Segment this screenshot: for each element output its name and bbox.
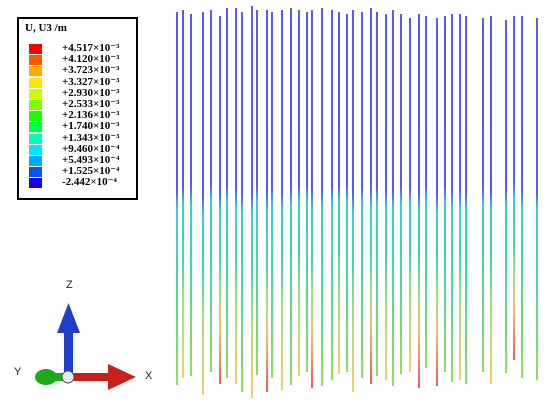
y-axis-shaft: [44, 373, 70, 381]
legend-level-label: +5.493×10⁻⁴: [62, 154, 120, 166]
legend-swatch: [29, 178, 42, 189]
x-axis-arrowhead: [108, 364, 136, 390]
orientation-triad: Z Y X: [14, 279, 153, 390]
legend-level-label: +3.327×10⁻³: [62, 75, 120, 88]
triad-origin: [61, 370, 75, 384]
legend-level-label: +2.136×10⁻³: [62, 109, 120, 122]
legend-level-label: +2.533×10⁻³: [62, 98, 120, 110]
pile-group: [176, 5, 539, 399]
legend-swatch: [29, 100, 42, 110]
x-axis-shaft: [70, 373, 115, 381]
legend-level-label: +4.517×10⁻³: [62, 42, 120, 54]
contour-legend: U, U3 /m +4.517×10⁻³ +4.120×10⁻³ +3.723×10…: [17, 17, 138, 200]
legend-level-label: +9.460×10⁻⁴: [62, 142, 120, 155]
legend-level-label: +2.930×10⁻³: [62, 86, 120, 99]
legend-swatch: [29, 167, 42, 178]
z-axis-arrowhead: [57, 303, 80, 333]
legend-swatch: [29, 156, 42, 166]
legend-title: U, U3 /m: [25, 22, 67, 34]
x-axis-label: X: [145, 370, 153, 382]
legend-swatch: [29, 111, 42, 122]
legend-swatch: [29, 44, 42, 54]
legend-swatch: [29, 144, 42, 155]
legend-swatch: [29, 88, 42, 99]
legend-swatch: [29, 66, 42, 77]
legend-level-label: +1.343×10⁻³: [62, 131, 120, 144]
legend-swatch: [29, 122, 42, 133]
legend-level-label: +4.120×10⁻³: [62, 53, 120, 66]
y-axis-label: Y: [14, 366, 22, 378]
legend-level-label: +1.525×10⁻⁴: [62, 165, 120, 178]
legend-level-label: -2.442×10⁻⁴: [62, 176, 117, 189]
legend-swatch: [29, 77, 42, 88]
z-axis-label: Z: [66, 279, 73, 291]
legend-level-label: +3.723×10⁻³: [62, 64, 120, 77]
legend-swatch: [29, 55, 42, 66]
legend-level-label: +1.740×10⁻³: [62, 120, 120, 133]
z-axis-shaft: [64, 326, 73, 378]
legend-swatch: [29, 133, 42, 144]
